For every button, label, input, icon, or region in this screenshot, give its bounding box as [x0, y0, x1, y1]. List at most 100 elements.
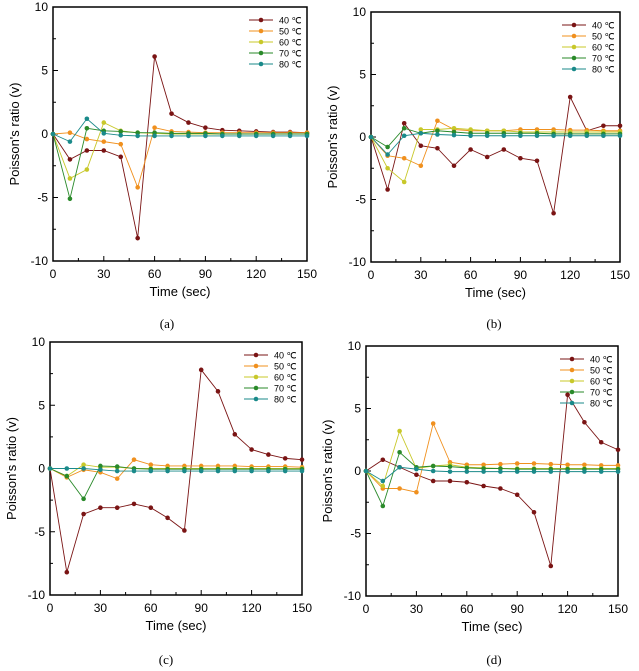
- legend-marker: [571, 33, 577, 39]
- data-point: [84, 125, 90, 131]
- data-point: [67, 157, 73, 162]
- x-tick-label: 90: [199, 267, 213, 281]
- data-point: [165, 468, 170, 474]
- x-tick-label: 30: [97, 267, 111, 281]
- data-point: [84, 136, 90, 142]
- data-point: [98, 463, 103, 469]
- data-point: [551, 210, 556, 216]
- data-point: [118, 129, 124, 134]
- data-point: [135, 133, 140, 139]
- data-point: [464, 479, 470, 485]
- y-tick-label: 10: [348, 339, 362, 353]
- x-tick-label: 60: [460, 602, 474, 616]
- data-point: [299, 457, 305, 462]
- data-point: [548, 563, 554, 569]
- data-point: [203, 125, 208, 130]
- data-point: [380, 483, 386, 489]
- data-point: [451, 132, 457, 138]
- data-point: [385, 165, 390, 171]
- data-point: [435, 145, 440, 151]
- legend-marker: [571, 66, 577, 72]
- series-line-0: [365, 393, 619, 567]
- data-point: [98, 467, 103, 473]
- series-line-1: [365, 422, 618, 493]
- data-point: [249, 447, 254, 452]
- y-tick-label: -10: [31, 254, 49, 268]
- legend-marker: [571, 22, 577, 28]
- legend-label: 80 ℃: [592, 65, 615, 75]
- data-point: [418, 130, 424, 136]
- data-point: [101, 120, 107, 125]
- y-axis-label: Poisson's ratio (v): [4, 417, 19, 520]
- y-tick-label: -5: [34, 525, 45, 539]
- x-tick-label: 60: [148, 267, 162, 281]
- legend-label: 60 ℃: [590, 377, 613, 387]
- data-point: [67, 176, 73, 181]
- data-point: [270, 133, 276, 139]
- legend-marker: [253, 374, 259, 380]
- legend-marker: [258, 17, 264, 23]
- legend-marker: [569, 356, 575, 362]
- data-point: [531, 509, 537, 515]
- y-tick-label: -5: [350, 527, 361, 541]
- series-line-2: [49, 464, 302, 477]
- x-tick-label: 150: [608, 602, 628, 616]
- panel-caption: (d): [486, 652, 501, 667]
- legend-marker: [258, 28, 264, 34]
- legend-marker: [258, 61, 264, 67]
- data-point: [385, 187, 390, 192]
- data-point: [414, 489, 419, 495]
- data-point: [401, 125, 407, 131]
- series-line-1: [52, 127, 307, 189]
- data-point: [148, 468, 154, 474]
- series-line-0: [49, 368, 303, 573]
- data-point: [565, 392, 570, 398]
- legend-label: 80 ℃: [274, 395, 297, 405]
- series-line-4: [50, 468, 302, 472]
- series-line-0: [370, 95, 620, 214]
- x-axis-label: Time (sec): [462, 619, 523, 634]
- series-line-2: [365, 429, 618, 487]
- legend-marker: [569, 367, 575, 373]
- data-point: [551, 133, 556, 139]
- data-point: [198, 367, 204, 373]
- panel-caption: (a): [160, 316, 174, 331]
- data-point: [430, 468, 436, 474]
- data-point: [249, 468, 254, 474]
- data-point: [47, 466, 53, 471]
- data-point: [451, 125, 457, 131]
- y-tick-label: 5: [359, 68, 366, 82]
- y-tick-label: -10: [28, 588, 46, 602]
- data-point: [131, 468, 137, 474]
- chart-panel-d: 0 30 60 90 120 150 -10 -5 0 5 10 Time (sec) Poisson'…: [320, 339, 628, 667]
- data-point: [118, 141, 124, 147]
- legend-marker: [571, 55, 577, 61]
- data-point: [447, 478, 453, 484]
- data-point: [84, 116, 90, 122]
- data-point: [282, 468, 288, 474]
- data-point: [401, 155, 407, 161]
- legend-label: 80 ℃: [279, 60, 302, 70]
- data-point: [582, 419, 587, 425]
- data-point: [186, 120, 191, 125]
- data-point: [67, 139, 73, 144]
- x-tick-label: 30: [414, 268, 428, 282]
- data-point: [397, 486, 402, 491]
- legend-marker: [253, 363, 259, 369]
- data-point: [468, 133, 473, 139]
- series-line-4: [365, 466, 618, 482]
- data-point: [64, 473, 70, 479]
- data-point: [114, 476, 120, 481]
- data-point: [598, 469, 604, 474]
- data-point: [81, 466, 86, 471]
- data-point: [135, 185, 140, 190]
- legend-label: 70 ℃: [590, 388, 613, 398]
- legend-marker: [258, 39, 264, 45]
- data-point: [418, 163, 424, 169]
- x-tick-label: 150: [292, 601, 312, 615]
- x-tick-label: 120: [246, 267, 266, 281]
- legend-marker: [253, 396, 259, 402]
- data-point: [169, 133, 174, 139]
- data-point: [198, 468, 204, 474]
